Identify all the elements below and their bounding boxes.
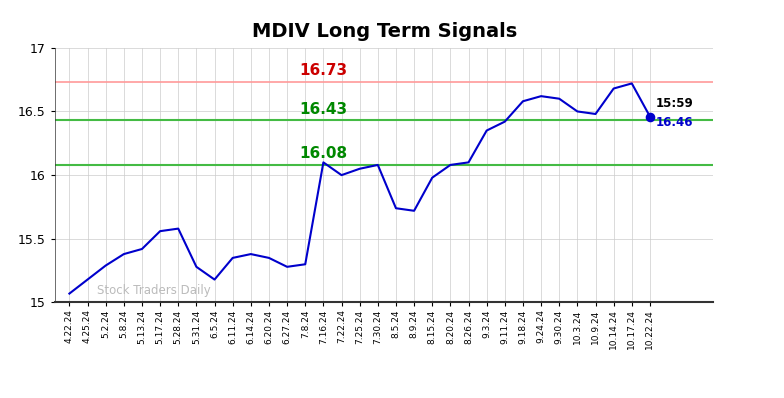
Text: 16.73: 16.73 bbox=[299, 63, 347, 78]
Title: MDIV Long Term Signals: MDIV Long Term Signals bbox=[252, 21, 517, 41]
Point bbox=[644, 113, 656, 120]
Text: 15:59: 15:59 bbox=[655, 97, 693, 110]
Text: 16.46: 16.46 bbox=[655, 116, 693, 129]
Text: 16.08: 16.08 bbox=[299, 146, 347, 161]
Text: 16.43: 16.43 bbox=[299, 101, 347, 117]
Text: Stock Traders Daily: Stock Traders Daily bbox=[96, 285, 210, 297]
